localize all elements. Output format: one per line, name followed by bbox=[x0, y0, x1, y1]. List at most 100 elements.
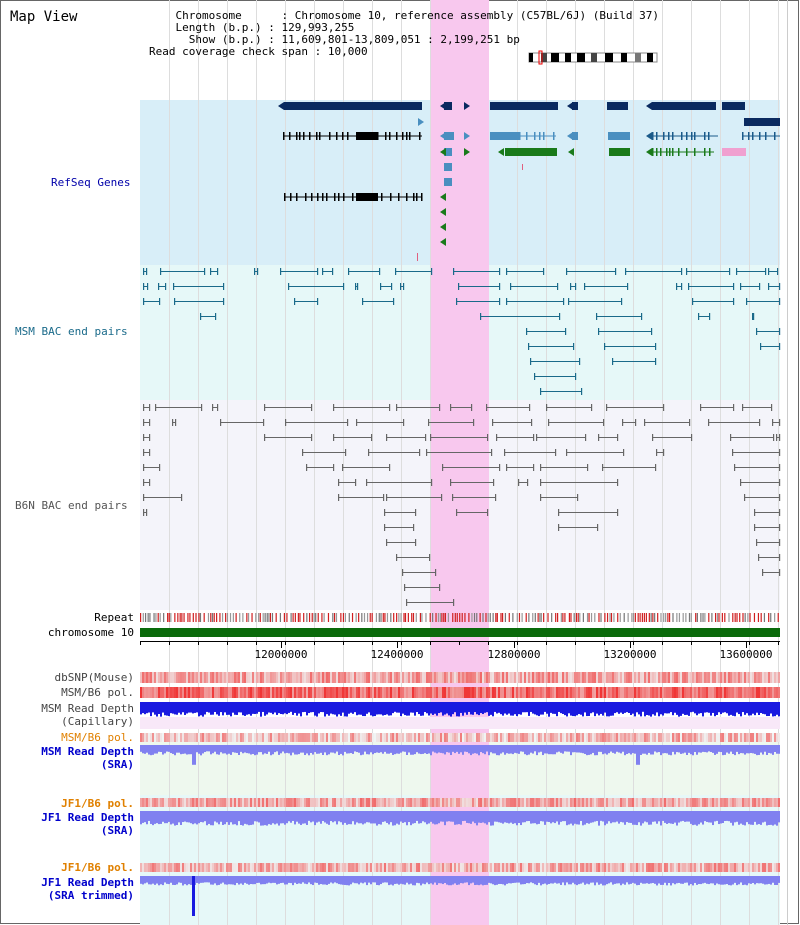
msm-pol2-heat-cell bbox=[286, 733, 288, 742]
bac-end bbox=[366, 479, 368, 486]
jf1-pol-heat-cell bbox=[600, 798, 602, 807]
jf1-pol2-heat-cell bbox=[280, 863, 282, 872]
jf1-trimmed-depth-bar bbox=[278, 876, 280, 884]
repeat-element bbox=[393, 613, 395, 622]
bac-end bbox=[499, 268, 501, 275]
msm-capillary-depth-bar bbox=[526, 702, 528, 713]
msm-capillary-depth-bar bbox=[336, 702, 338, 717]
jf1-pol2-heat-cell bbox=[298, 863, 300, 872]
bac-end bbox=[311, 434, 313, 441]
track-label-b6n-bac[interactable]: B6N BAC end pairs bbox=[15, 499, 128, 512]
msm-pol-heat-cell bbox=[326, 687, 328, 698]
dbsnp-heat-cell bbox=[424, 672, 426, 683]
dbsnp-heat-cell bbox=[534, 672, 536, 683]
msm-pol-heat-cell bbox=[596, 687, 598, 698]
msm-sra-depth-bar bbox=[688, 745, 690, 753]
dbsnp-heat-cell bbox=[332, 672, 334, 683]
msm-pol-heat-cell bbox=[318, 687, 320, 698]
msm-capillary-depth-bar bbox=[600, 702, 602, 714]
msm-capillary-depth-bar bbox=[714, 702, 716, 717]
jf1-pol-heat-cell bbox=[642, 798, 644, 807]
bac-end bbox=[733, 298, 735, 305]
msm-pol-heat-cell bbox=[642, 687, 644, 698]
bac-end bbox=[311, 404, 313, 411]
msm-sra-depth-bar bbox=[380, 745, 382, 753]
dbsnp-heat-cell bbox=[144, 672, 146, 683]
msm-sra-depth-bar bbox=[614, 745, 616, 754]
msm-pol-heat-cell bbox=[374, 687, 376, 698]
msm-pol2-heat-cell bbox=[140, 733, 142, 742]
msm-sra-depth-bar bbox=[620, 745, 622, 754]
jf1-sra-depth-bar bbox=[184, 811, 186, 822]
msm-sra-depth-bar bbox=[622, 745, 624, 752]
jf1-trimmed-depth-bar bbox=[514, 876, 516, 883]
jf1-pol-heat-cell bbox=[772, 798, 774, 807]
msm-pol2-heat-cell bbox=[198, 733, 200, 742]
msm-sra-depth-bar bbox=[214, 745, 216, 752]
msm-pol2-heat-cell bbox=[488, 733, 490, 742]
msm-pol-heat-cell bbox=[184, 687, 186, 698]
jf1-pol-heat-cell bbox=[632, 798, 634, 807]
dbsnp-heat-cell bbox=[492, 672, 494, 683]
jf1-trimmed-depth-bar bbox=[616, 876, 618, 884]
msm-pol-heat-cell bbox=[454, 687, 456, 698]
msm-pol2-heat-cell bbox=[762, 733, 764, 742]
bac-end bbox=[306, 464, 308, 471]
bac-end bbox=[557, 283, 559, 290]
jf1-pol-heat-cell bbox=[416, 798, 418, 807]
jf1-trimmed-depth-bar bbox=[638, 876, 640, 885]
msm-capillary-depth-bar bbox=[290, 702, 292, 712]
dbsnp-heat-cell bbox=[182, 672, 184, 683]
msm-sra-depth-bar bbox=[196, 745, 198, 753]
msm-capillary-depth-bar bbox=[186, 702, 188, 714]
dbsnp-heat-cell bbox=[762, 672, 764, 683]
repeat-element bbox=[181, 613, 183, 622]
msm-capillary-depth-bar bbox=[366, 702, 368, 714]
dbsnp-heat-cell bbox=[320, 672, 322, 683]
jf1-pol-heat-cell bbox=[320, 798, 322, 807]
msm-capillary-depth-bar bbox=[338, 702, 340, 715]
track-label-refseq[interactable]: RefSeq Genes bbox=[51, 176, 131, 189]
jf1-sra-depth-bar bbox=[406, 811, 408, 826]
jf1-sra-depth-bar bbox=[178, 811, 180, 823]
msm-sra-depth-bar bbox=[386, 745, 388, 754]
msm-capillary-depth-bar bbox=[650, 702, 652, 717]
bac-end bbox=[732, 449, 734, 456]
jf1-pol-heat-cell bbox=[624, 798, 626, 807]
jf1-trimmed-depth-bar bbox=[562, 876, 564, 883]
jf1-pol-heat-cell bbox=[674, 798, 676, 807]
msm-capillary-depth-bar bbox=[226, 702, 228, 715]
msm-sra-depth-bar bbox=[496, 745, 498, 756]
msm-pol2-heat-cell bbox=[178, 733, 180, 742]
msm-pol-heat-cell bbox=[770, 687, 772, 698]
bac-end bbox=[254, 268, 256, 275]
msm-pol2-heat-cell bbox=[702, 733, 704, 742]
msm-sra-depth-bar bbox=[144, 745, 146, 754]
msm-pol-heat-cell bbox=[152, 687, 154, 698]
msm-pol-heat-cell bbox=[156, 687, 158, 698]
dbsnp-heat-cell bbox=[542, 672, 544, 683]
msm-pol-heat-cell bbox=[412, 687, 414, 698]
msm-capillary-depth-bar bbox=[712, 702, 714, 713]
jf1-pol-heat-cell bbox=[734, 798, 736, 807]
msm-sra-depth-bar bbox=[340, 745, 342, 754]
jf1-sra-depth-bar bbox=[566, 811, 568, 826]
jf1-trimmed-depth-bar bbox=[414, 876, 416, 886]
msm-pol-heat-cell bbox=[750, 687, 752, 698]
msm-pol2-heat-cell bbox=[458, 733, 460, 742]
jf1-pol-heat-cell bbox=[218, 798, 220, 807]
msm-sra-depth-bar bbox=[258, 745, 260, 753]
msm-pol-heat-cell bbox=[696, 687, 698, 698]
jf1-sra-depth-bar bbox=[658, 811, 660, 822]
track-label-msm-bac[interactable]: MSM BAC end pairs bbox=[15, 325, 128, 338]
jf1-sra-depth-bar bbox=[244, 811, 246, 824]
msm-capillary-depth-bar bbox=[490, 702, 492, 715]
msm-capillary-depth-bar bbox=[540, 702, 542, 715]
repeat-element bbox=[306, 613, 308, 622]
jf1-pol-heat-cell bbox=[264, 798, 266, 807]
dbsnp-heat-cell bbox=[416, 672, 418, 683]
jf1-trimmed-depth-bar bbox=[460, 876, 462, 884]
bac-end bbox=[779, 539, 781, 546]
